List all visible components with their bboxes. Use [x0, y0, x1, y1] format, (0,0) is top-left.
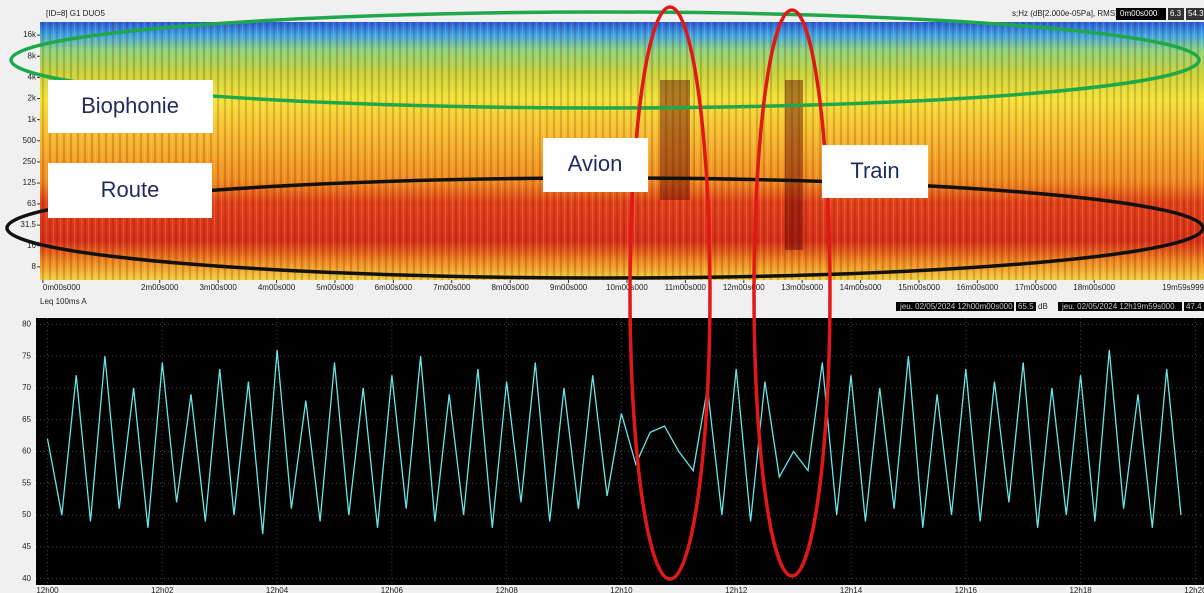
cursor-time: jeu. 02/05/2024 12h00m00s000 — [899, 302, 1013, 311]
x-tick-label: 12h00 — [36, 586, 59, 593]
train-ellipse — [752, 8, 832, 578]
y-tick-label: 16 — [27, 241, 36, 250]
y-tick-label: 55 — [22, 478, 31, 487]
spectrogram-title: [ID=8] G1 DUO5 — [46, 9, 105, 18]
x-tick-label: 8m00s000 — [491, 283, 529, 292]
y-tick-label: 1k — [28, 115, 37, 124]
x-tick-label: 12h20 — [1184, 586, 1204, 593]
x-tick-label: 3m00s000 — [199, 283, 237, 292]
cursor-box — [1016, 302, 1036, 311]
y-tick-label: 50 — [22, 510, 31, 519]
cursor-box — [1184, 302, 1204, 311]
y-tick-label: 45 — [22, 542, 31, 551]
x-tick-label: 12m00s000 — [723, 283, 765, 292]
x-tick-label: 2m00s000 — [141, 283, 179, 292]
y-tick-label: 31.5 — [20, 220, 36, 229]
line-series — [46, 349, 1182, 535]
y-tick-label: 60 — [22, 447, 31, 456]
unit-label: s;Hz (dB[2.000e-05Pa], RMS) — [1012, 9, 1118, 18]
cursor-box — [1168, 8, 1184, 20]
lower-title: Leq 100ms A — [40, 297, 87, 306]
annotation: Avion — [568, 151, 623, 176]
cursor-box — [1186, 8, 1204, 20]
x-tick-label: 12h10 — [610, 586, 633, 593]
cursor-unit: dB — [1038, 302, 1048, 311]
x-tick-label: 4m00s000 — [258, 283, 296, 292]
spectrogram-event — [660, 80, 690, 200]
x-tick-label: 12h14 — [840, 586, 863, 593]
y-tick-label: 75 — [22, 351, 31, 360]
cursor-value: 54.3 — [1188, 9, 1204, 18]
label-box — [543, 138, 648, 192]
x-tick-label: 12h02 — [151, 586, 174, 593]
x-tick-label: 0m00s000 — [43, 283, 81, 292]
x-tick-label: 16m00s000 — [956, 283, 998, 292]
y-tick-label: 4k — [28, 72, 37, 81]
y-tick-label: 250 — [23, 157, 37, 166]
cursor-value: 65.5 — [1018, 302, 1034, 311]
x-tick-label: 10m00s000 — [606, 283, 648, 292]
cursor-value: 6.3 — [1170, 9, 1182, 18]
x-tick-label: 6m00s000 — [375, 283, 413, 292]
x-tick-label: 12h08 — [496, 586, 519, 593]
biophonie-ellipse — [9, 10, 1201, 110]
x-tick-label: 15m00s000 — [898, 283, 940, 292]
y-tick-label: 16k — [23, 30, 37, 39]
y-tick-label: 500 — [23, 136, 37, 145]
y-tick-label: 8k — [28, 51, 37, 60]
cursor-time: 0m00s000 — [1120, 9, 1158, 18]
annotation: Route — [101, 177, 160, 202]
y-tick-label: 125 — [23, 178, 37, 187]
y-tick-label: 2k — [28, 94, 37, 103]
label-box — [48, 163, 212, 218]
x-tick-label: 19m59s999 — [1162, 283, 1204, 292]
x-tick-label: 12h04 — [266, 586, 289, 593]
spectrogram-event — [785, 80, 803, 250]
annotation: Train — [850, 158, 899, 183]
x-tick-label: 13m00s000 — [781, 283, 823, 292]
x-tick-label: 14m00s000 — [840, 283, 882, 292]
label-box — [822, 145, 928, 198]
label-box — [48, 80, 213, 133]
y-tick-label: 80 — [22, 319, 31, 328]
annotation: Biophonie — [81, 93, 179, 118]
x-tick-label: 18m00s000 — [1073, 283, 1115, 292]
x-tick-label: 12h18 — [1069, 586, 1092, 593]
cursor-box — [896, 302, 1014, 311]
y-tick-label: 40 — [22, 574, 31, 583]
x-tick-label: 12h12 — [725, 586, 748, 593]
x-tick-label: 12h16 — [955, 586, 978, 593]
x-tick-label: 9m00s000 — [550, 283, 588, 292]
x-tick-label: 17m00s000 — [1015, 283, 1057, 292]
avion-ellipse — [628, 5, 712, 581]
y-tick-label: 70 — [22, 383, 31, 392]
y-tick-label: 8 — [32, 262, 37, 271]
x-tick-label: 7m00s000 — [433, 283, 471, 292]
y-tick-label: 65 — [22, 415, 31, 424]
x-tick-label: 11m00s000 — [665, 283, 707, 292]
cursor-value: 47.4 — [1186, 302, 1202, 311]
cursor-time: jeu. 02/05/2024 12h19m59s000 — [1061, 302, 1175, 311]
cursor-box — [1116, 8, 1166, 20]
y-tick-label: 63 — [27, 199, 36, 208]
x-tick-label: 5m00s000 — [316, 283, 354, 292]
x-tick-label: 12h06 — [381, 586, 404, 593]
cursor-box — [1058, 302, 1182, 311]
